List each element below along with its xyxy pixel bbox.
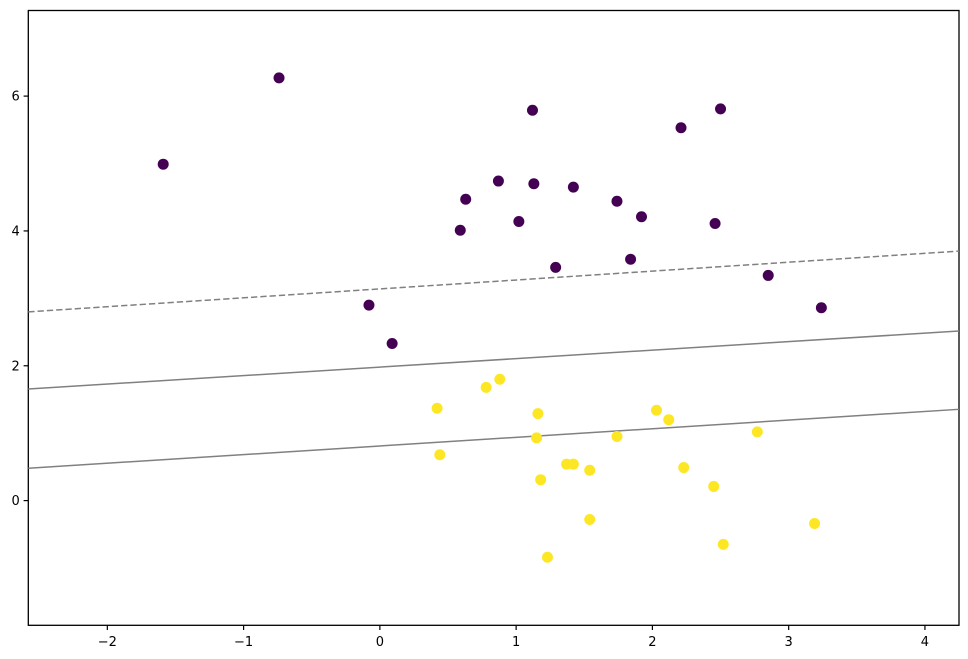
scatter-point-class-purple bbox=[675, 122, 687, 134]
scatter-point-class-purple bbox=[528, 178, 540, 190]
x-tick-label: 3 bbox=[785, 635, 793, 650]
scatter-point-class-yellow bbox=[611, 431, 623, 443]
scatter-point-class-purple bbox=[550, 261, 562, 273]
x-tick-label: 0 bbox=[376, 635, 384, 650]
scatter-point-class-yellow bbox=[494, 373, 506, 385]
margin-solid-upper-line bbox=[28, 330, 960, 390]
margin-solid-lower-line bbox=[28, 408, 960, 469]
scatter-point-class-yellow bbox=[541, 551, 553, 563]
y-tick-label: 4 bbox=[12, 225, 20, 240]
scatter-point-class-purple bbox=[513, 216, 525, 228]
scatter-point-class-purple bbox=[454, 224, 466, 236]
scatter-point-class-yellow bbox=[584, 513, 596, 525]
scatter-point-class-purple bbox=[273, 72, 285, 84]
boundary-dashed-line bbox=[28, 250, 960, 313]
scatter-point-class-purple bbox=[715, 103, 727, 115]
scatter-point-class-purple bbox=[567, 181, 579, 193]
axes-spines bbox=[27, 9, 960, 626]
scatter-point-class-purple bbox=[386, 338, 398, 350]
scatter-point-class-purple bbox=[762, 269, 774, 281]
y-tick-label: 0 bbox=[12, 494, 20, 509]
x-tick-label: 4 bbox=[921, 635, 929, 650]
scatter-point-class-yellow bbox=[717, 538, 729, 550]
scatter-point-class-yellow bbox=[678, 462, 690, 474]
scatter-point-class-purple bbox=[526, 104, 538, 116]
scatter-point-class-yellow bbox=[532, 408, 544, 420]
scatter-point-class-purple bbox=[635, 211, 647, 223]
scatter-point-class-yellow bbox=[480, 381, 492, 393]
scatter-point-class-yellow bbox=[663, 414, 675, 426]
scatter-point-class-purple bbox=[709, 218, 721, 230]
y-axis: 0 2 4 6 bbox=[12, 90, 29, 509]
scatter-point-class-yellow bbox=[431, 402, 443, 414]
decision-lines bbox=[28, 250, 960, 469]
scatter-point-class-yellow bbox=[584, 464, 596, 476]
scatter-point-class-yellow bbox=[567, 458, 579, 470]
x-tick-label: 2 bbox=[648, 635, 656, 650]
scatter-series-class-yellow bbox=[431, 373, 821, 563]
scatter-point-class-yellow bbox=[809, 518, 821, 530]
scatter-point-class-purple bbox=[157, 158, 169, 170]
scatter-point-class-purple bbox=[611, 195, 623, 207]
x-axis: −2 −1 0 1 2 3 4 bbox=[98, 625, 929, 650]
scatter-point-class-purple bbox=[363, 299, 375, 311]
scatter-point-class-purple bbox=[492, 175, 504, 187]
scatter-point-class-yellow bbox=[531, 432, 543, 444]
scatter-point-class-yellow bbox=[650, 404, 662, 416]
scatter-point-class-purple bbox=[460, 193, 472, 205]
scatter-point-class-yellow bbox=[708, 480, 720, 492]
scatter-series-class-purple bbox=[157, 72, 827, 350]
scatter-point-class-purple bbox=[815, 302, 827, 314]
scatter-point-class-purple bbox=[625, 253, 637, 265]
x-tick-label: −2 bbox=[98, 635, 117, 650]
y-tick-label: 6 bbox=[12, 90, 20, 105]
scatter-point-class-yellow bbox=[751, 426, 763, 438]
x-tick-label: 1 bbox=[512, 635, 520, 650]
x-tick-label: −1 bbox=[234, 635, 253, 650]
scatter-point-class-yellow bbox=[535, 474, 547, 486]
scatter-point-class-yellow bbox=[434, 449, 446, 461]
y-tick-label: 2 bbox=[12, 359, 20, 374]
